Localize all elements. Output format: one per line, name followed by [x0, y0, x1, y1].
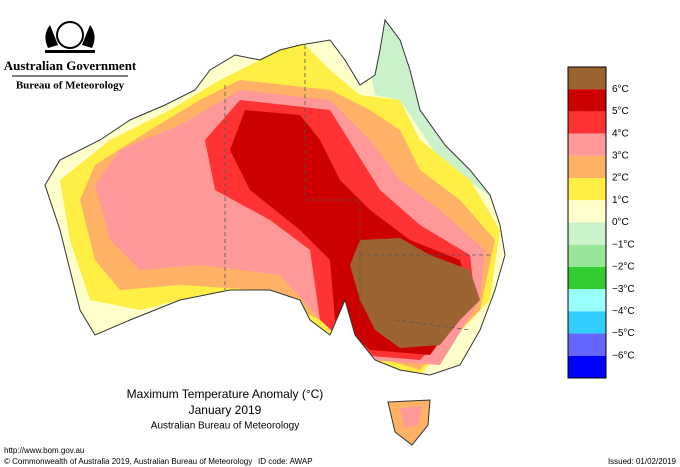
- government: Australian Government: [4, 58, 137, 73]
- coastline: [44, 18, 506, 376]
- legend-label: −5°C: [612, 328, 635, 339]
- legend-swatch: [568, 155, 606, 179]
- tasmania: [387, 399, 431, 446]
- legend-label: −3°C: [612, 284, 635, 295]
- legend-label: −6°C: [612, 350, 635, 361]
- subtitle: January 2019: [189, 403, 262, 417]
- title: Maximum Temperature Anomaly (°C): [127, 387, 324, 401]
- legend-swatch: [568, 289, 606, 312]
- issued: Issued: 01/02/2019: [608, 457, 677, 466]
- legend-swatch: [568, 244, 606, 267]
- legend-swatch: [568, 355, 606, 378]
- legend-swatch: [568, 89, 606, 112]
- copyright: © Commonwealth of Australia 2019, Austra…: [4, 457, 252, 466]
- legend-swatch: [568, 67, 606, 90]
- legend-label: 2°C: [612, 173, 629, 184]
- legend-swatch: [568, 333, 606, 356]
- legend-label: 4°C: [612, 128, 629, 139]
- legend-label: 3°C: [612, 150, 629, 161]
- legend-label: 0°C: [612, 217, 629, 228]
- legend-swatch: [568, 311, 606, 334]
- legend-swatch: [568, 222, 606, 245]
- legend-swatch: [568, 111, 606, 134]
- legend-label: −4°C: [612, 306, 635, 317]
- legend-label: 6°C: [612, 84, 629, 95]
- url: http://www.bom.gov.au: [4, 446, 84, 455]
- bureau: Bureau of Meteorology: [16, 80, 125, 92]
- legend-label: −2°C: [612, 262, 635, 273]
- legend-label: −1°C: [612, 239, 635, 250]
- id-code: ID code: AWAP: [258, 457, 313, 466]
- legend-swatch: [568, 200, 606, 223]
- legend-swatch: [568, 266, 606, 290]
- source: Australian Bureau of Meteorology: [151, 421, 299, 432]
- legend-swatch: [568, 133, 606, 156]
- legend-label: 1°C: [612, 195, 629, 206]
- legend-label: 5°C: [612, 106, 629, 117]
- legend-swatch: [568, 178, 606, 201]
- crest: [45, 21, 95, 53]
- legend: 6°C 5°C 4°C 3°C 2°C 1°C 0°C −1°C −2°C −3°C −4°C −5°…: [567, 66, 635, 379]
- legend-frame: [567, 66, 607, 379]
